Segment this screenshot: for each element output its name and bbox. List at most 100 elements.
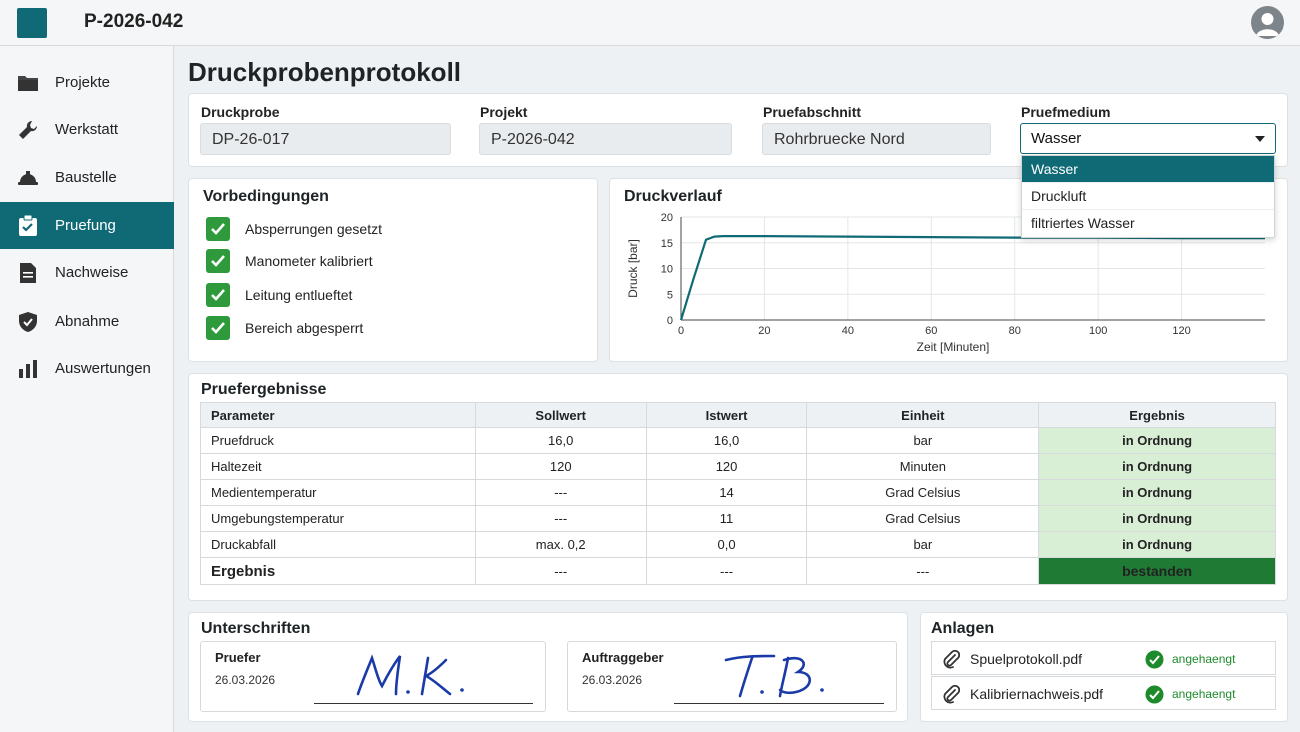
top-bar: P-2026-042 (0, 0, 1300, 46)
dropdown-option[interactable]: filtriertes Wasser (1031, 215, 1135, 231)
table-cell: bar (806, 531, 1040, 558)
table-cell: 120 (474, 453, 647, 480)
table-row: Haltezeit 120 120 Minuten in Ordnung (200, 453, 1276, 480)
attachment-row[interactable]: Kalibriernachweis.pdf angehaengt (931, 676, 1276, 710)
sidebar-item-werkstatt[interactable]: Werkstatt (0, 106, 174, 153)
sidebar-item-abnahme[interactable]: Abnahme (0, 298, 174, 345)
attachment-name[interactable]: Kalibriernachweis.pdf (970, 686, 1104, 702)
sidebar-item-label: Baustelle (55, 169, 117, 186)
checkbox-checked-icon[interactable] (206, 283, 230, 307)
column-header: Sollwert (474, 402, 647, 428)
signature-line (314, 703, 533, 704)
x-axis-label: Zeit [Minuten] (917, 340, 990, 354)
chart-title: Druckverlauf (624, 188, 722, 205)
dropdown-option[interactable]: Wasser (1022, 156, 1274, 183)
user-avatar-icon[interactable] (1251, 6, 1284, 39)
sidebar: Projekte Werkstatt Baustelle Pruefung Na… (0, 46, 174, 732)
projekt-label: Projekt (480, 104, 528, 120)
table-row: Medientemperatur --- 14 Grad Celsius in … (200, 479, 1276, 506)
signatures-title: Unterschriften (201, 620, 311, 637)
column-header: Istwert (645, 402, 808, 428)
x-tick-label: 40 (842, 325, 854, 337)
table-cell: Umgebungstemperatur (200, 505, 476, 532)
signature-date: 26.03.2026 (582, 673, 643, 687)
dropdown-option[interactable]: Druckluft (1022, 183, 1274, 210)
folder-icon (17, 72, 39, 94)
table-cell: Grad Celsius (806, 505, 1040, 532)
table-cell: --- (474, 557, 647, 585)
hardhat-icon (17, 167, 39, 189)
app-logo[interactable] (17, 8, 47, 38)
sidebar-item-label: Abnahme (55, 313, 120, 330)
precondition-label: Absperrungen gesetzt (245, 221, 382, 237)
page-title: Druckprobenprotokoll (188, 57, 462, 87)
result-status-cell: in Ordnung (1038, 427, 1276, 454)
sidebar-item-projekte[interactable]: Projekte (0, 59, 174, 106)
sidebar-item-pruefung[interactable]: Pruefung (0, 202, 174, 249)
paperclip-icon (942, 684, 961, 709)
x-tick-label: 0 (678, 325, 684, 337)
column-header: Parameter (200, 402, 476, 428)
sidebar-item-label: Auswertungen (55, 360, 151, 377)
table-cell: Druckabfall (200, 531, 476, 558)
y-tick-label: 10 (661, 264, 673, 276)
table-cell: Grad Celsius (806, 479, 1040, 506)
table-cell: 11 (645, 505, 808, 532)
table-cell: bar (806, 427, 1040, 454)
table-cell: 16,0 (645, 427, 808, 454)
final-result-badge: bestanden (1038, 557, 1276, 585)
table-cell: 14 (645, 479, 808, 506)
summary-label: Ergebnis (200, 557, 476, 585)
druckprobe-label: Druckprobe (201, 104, 280, 120)
wrench-icon (17, 119, 39, 141)
precondition-label: Manometer kalibriert (245, 253, 373, 269)
summary-row: Ergebnis --- --- --- bestanden (200, 557, 1276, 585)
checkbox-checked-icon[interactable] (206, 217, 230, 241)
signature-box-pruefer[interactable] (200, 641, 546, 712)
table-cell: --- (645, 557, 808, 585)
column-header: Einheit (806, 402, 1040, 428)
pruefmedium-dropdown: Wasser Druckluft filtriertes Wasser (1021, 155, 1275, 238)
signature-box-auftraggeber[interactable] (567, 641, 897, 712)
x-tick-label: 80 (1009, 325, 1021, 337)
sidebar-item-auswertungen[interactable]: Auswertungen (0, 345, 174, 392)
table-cell: Pruefdruck (200, 427, 476, 454)
preconditions-card (188, 178, 598, 362)
attachment-row[interactable]: Spuelprotokoll.pdf angehaengt (931, 641, 1276, 675)
column-header: Ergebnis (1038, 402, 1276, 428)
table-cell: 120 (645, 453, 808, 480)
y-tick-label: 15 (661, 238, 673, 250)
pruefmedium-selected-value: Wasser (1031, 130, 1082, 147)
attachment-name[interactable]: Spuelprotokoll.pdf (970, 651, 1083, 667)
sidebar-item-baustelle[interactable]: Baustelle (0, 154, 174, 201)
y-tick-label: 0 (667, 315, 673, 327)
checkbox-checked-icon[interactable] (206, 249, 230, 273)
druckprobe-field[interactable]: DP-26-017 (200, 123, 451, 155)
sidebar-item-nachweise[interactable]: Nachweise (0, 249, 174, 296)
sidebar-item-label: Pruefung (55, 217, 116, 234)
table-cell: 16,0 (474, 427, 647, 454)
chevron-down-icon (1255, 136, 1265, 142)
table-row: Druckabfall max. 0,2 0,0 bar in Ordnung (200, 531, 1276, 558)
signature-role: Auftraggeber (582, 650, 664, 665)
sidebar-item-label: Nachweise (55, 264, 129, 281)
table-cell: 0,0 (645, 531, 808, 558)
y-axis-label: Druck [bar] (626, 239, 640, 298)
pruefmedium-select[interactable]: Wasser (1020, 123, 1276, 154)
signature-date: 26.03.2026 (215, 673, 276, 687)
table-cell: Haltezeit (200, 453, 476, 480)
pruefabschnitt-label: Pruefabschnitt (763, 104, 862, 120)
sidebar-item-label: Werkstatt (55, 121, 119, 138)
checkbox-checked-icon[interactable] (206, 316, 230, 340)
projekt-field[interactable]: P-2026-042 (479, 123, 732, 155)
pressure-series-line (679, 235, 1265, 321)
attachments-title: Anlagen (931, 620, 995, 637)
table-header-row: Parameter Sollwert Istwert Einheit Ergeb… (200, 402, 1276, 428)
pruefabschnitt-field[interactable]: Rohrbruecke Nord (762, 123, 991, 155)
table-cell: Minuten (806, 453, 1040, 480)
results-title: Pruefergebnisse (201, 381, 327, 398)
result-status-cell: in Ordnung (1038, 531, 1276, 558)
attachment-status: angehaengt (1172, 652, 1236, 666)
pruefmedium-label: Pruefmedium (1021, 104, 1111, 120)
table-cell: --- (474, 479, 647, 506)
